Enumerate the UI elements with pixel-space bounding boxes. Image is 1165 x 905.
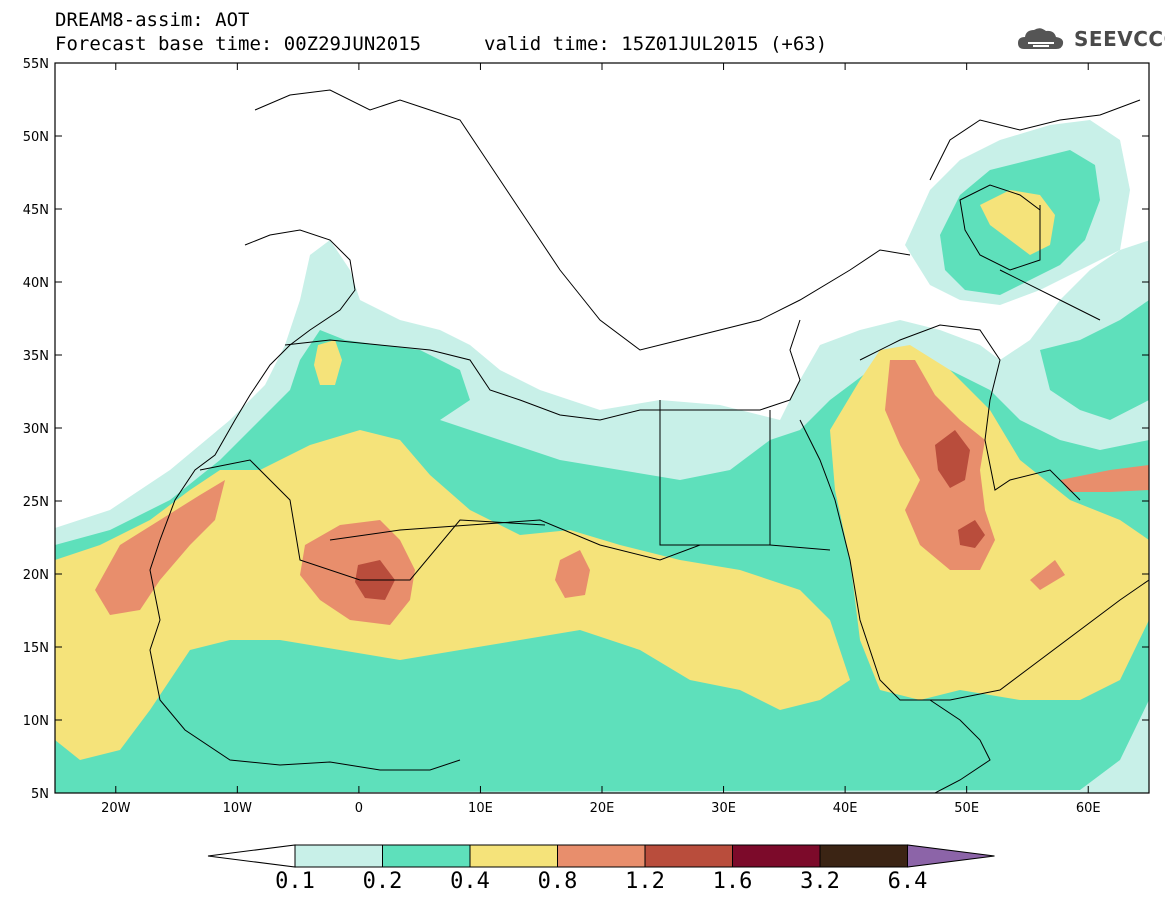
- longitude-axis: 20W 10W 0 10E 20E 30E 40E 50E 60E: [101, 63, 1101, 816]
- lon-tick-label: 10E: [468, 801, 493, 816]
- colorbar-swatch: [732, 844, 821, 868]
- lon-tick-label: 20W: [101, 801, 131, 816]
- lat-tick-label: 15N: [23, 641, 49, 656]
- colorbar-swatch: [557, 844, 646, 868]
- colorbar-level-label: 0.1: [275, 869, 315, 894]
- colorbar-swatch: [294, 844, 383, 868]
- colorbar-under-triangle: [207, 844, 296, 868]
- colorbar-level-label: 1.2: [625, 869, 665, 894]
- aot-level-0.8: [555, 550, 590, 598]
- lat-tick-label: 5N: [31, 787, 49, 802]
- lat-tick-label: 25N: [23, 495, 49, 510]
- colorbar-swatch: [469, 844, 558, 868]
- aot-level-0.2: [1040, 300, 1149, 420]
- lat-tick-label: 20N: [23, 568, 49, 583]
- chart-title: DREAM8-assim: AOT: [55, 9, 250, 31]
- cloud-logo-icon: [1018, 28, 1064, 49]
- aot-level-0.8: [1060, 465, 1149, 492]
- colorbar-level-label: 3.2: [800, 869, 840, 894]
- valid-time: valid time: 15Z01JUL2015 (+63): [484, 33, 828, 55]
- lon-tick-label: 40E: [833, 801, 858, 816]
- lat-tick-label: 50N: [23, 130, 49, 145]
- lat-tick-label: 40N: [23, 276, 49, 291]
- colorbar: [207, 844, 995, 868]
- aot-level-0.4: [55, 430, 850, 760]
- colorbar-over-triangle: [907, 844, 995, 868]
- latitude-axis: 5N 10N 15N 20N 25N 30N 35N 40N 45N 50N 55N: [23, 57, 1149, 802]
- lon-tick-label: 20E: [590, 801, 615, 816]
- aot-level-1.2: [935, 430, 970, 488]
- colorbar-level-label: 6.4: [887, 869, 928, 894]
- lon-tick-label: 50E: [954, 801, 979, 816]
- colorbar-swatch: [644, 844, 733, 868]
- forecast-base-time: Forecast base time: 00Z29JUN2015: [55, 33, 422, 55]
- lat-tick-label: 35N: [23, 349, 49, 364]
- aot-field: [55, 63, 1149, 793]
- lon-tick-label: 30E: [711, 801, 736, 816]
- lat-tick-label: 45N: [23, 203, 49, 218]
- lat-tick-label: 55N: [23, 57, 49, 72]
- lat-tick-label: 30N: [23, 422, 49, 437]
- coastlines: [149, 89, 1149, 793]
- colorbar-swatch: [382, 844, 471, 868]
- colorbar-level-label: 0.2: [362, 869, 403, 894]
- aot-level-0.4: [980, 190, 1055, 255]
- aot-level-0.8: [1030, 560, 1065, 590]
- aot-level-1.2: [958, 520, 985, 548]
- colorbar-level-label: 0.8: [537, 869, 578, 894]
- colorbar-level-label: 1.6: [712, 869, 753, 894]
- logo-text: SEEVCCC: [1074, 27, 1165, 51]
- aot-level-0.4: [314, 340, 342, 385]
- lon-tick-label: 0: [355, 801, 363, 816]
- colorbar-swatch: [819, 844, 908, 868]
- colorbar-level-label: 0.4: [450, 869, 490, 894]
- aot-level-0.8: [95, 480, 225, 615]
- lat-tick-label: 10N: [23, 714, 49, 729]
- lon-tick-label: 10W: [223, 801, 253, 816]
- lon-tick-label: 60E: [1076, 801, 1101, 816]
